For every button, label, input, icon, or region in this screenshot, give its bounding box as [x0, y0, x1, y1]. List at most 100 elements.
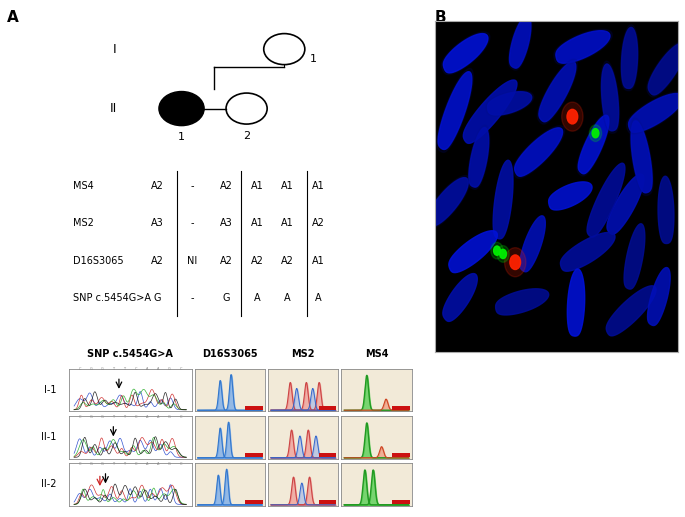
- Text: -: -: [190, 293, 194, 303]
- Polygon shape: [577, 113, 610, 176]
- Text: G: G: [90, 462, 92, 466]
- Polygon shape: [658, 176, 674, 244]
- Polygon shape: [607, 174, 644, 234]
- Polygon shape: [578, 115, 609, 174]
- Text: NI: NI: [187, 255, 197, 266]
- Text: 1: 1: [310, 54, 317, 64]
- Text: T: T: [123, 415, 125, 419]
- Text: A3: A3: [220, 218, 232, 229]
- Text: A: A: [146, 415, 148, 419]
- Polygon shape: [428, 178, 469, 225]
- Text: A: A: [157, 367, 160, 371]
- Polygon shape: [624, 224, 645, 289]
- Circle shape: [567, 110, 577, 124]
- Text: A1: A1: [282, 218, 294, 229]
- Text: MS4: MS4: [364, 349, 388, 359]
- Text: C: C: [79, 415, 81, 419]
- Text: 2: 2: [243, 131, 250, 141]
- Text: A3: A3: [151, 218, 164, 229]
- Polygon shape: [496, 289, 549, 315]
- Polygon shape: [514, 128, 562, 176]
- Text: A1: A1: [251, 181, 263, 191]
- Polygon shape: [436, 68, 473, 153]
- Text: A: A: [157, 462, 160, 466]
- Polygon shape: [647, 267, 670, 326]
- FancyBboxPatch shape: [319, 453, 336, 458]
- Circle shape: [505, 248, 526, 277]
- Polygon shape: [443, 273, 477, 322]
- Text: A1: A1: [312, 181, 325, 191]
- Circle shape: [494, 246, 500, 255]
- Text: A: A: [146, 367, 148, 371]
- Polygon shape: [510, 16, 531, 68]
- Text: MS2: MS2: [73, 218, 94, 229]
- Polygon shape: [508, 13, 532, 70]
- Polygon shape: [549, 182, 592, 210]
- Circle shape: [499, 249, 506, 258]
- Polygon shape: [513, 126, 564, 178]
- Polygon shape: [463, 80, 517, 143]
- Text: MS4: MS4: [73, 181, 94, 191]
- Text: A2: A2: [282, 255, 294, 266]
- Circle shape: [497, 246, 509, 262]
- Polygon shape: [554, 29, 612, 65]
- Circle shape: [589, 125, 601, 142]
- Circle shape: [491, 242, 503, 259]
- Circle shape: [159, 92, 204, 126]
- Circle shape: [592, 129, 599, 138]
- Text: -: -: [190, 218, 194, 229]
- FancyBboxPatch shape: [392, 453, 410, 458]
- Polygon shape: [601, 61, 619, 133]
- Text: A: A: [157, 415, 160, 419]
- FancyBboxPatch shape: [245, 405, 263, 410]
- Text: C: C: [79, 367, 81, 371]
- Polygon shape: [621, 27, 638, 88]
- Polygon shape: [648, 43, 685, 95]
- Polygon shape: [567, 269, 585, 336]
- Text: G: G: [168, 462, 171, 466]
- Text: -: -: [190, 181, 194, 191]
- Text: A2: A2: [312, 218, 325, 229]
- Text: D16S3065: D16S3065: [73, 255, 124, 266]
- Polygon shape: [560, 233, 615, 271]
- Text: MS2: MS2: [291, 349, 315, 359]
- FancyBboxPatch shape: [245, 453, 263, 458]
- Text: G: G: [101, 415, 103, 419]
- Text: SNP c.5454G>A: SNP c.5454G>A: [87, 349, 173, 359]
- Circle shape: [562, 102, 583, 131]
- FancyBboxPatch shape: [319, 500, 336, 505]
- Text: C: C: [179, 415, 182, 419]
- Text: I: I: [113, 42, 116, 56]
- Polygon shape: [621, 25, 638, 90]
- Text: C: C: [179, 367, 182, 371]
- FancyBboxPatch shape: [392, 500, 410, 505]
- Text: A2: A2: [220, 181, 232, 191]
- Text: G: G: [90, 415, 92, 419]
- Polygon shape: [427, 176, 470, 227]
- Polygon shape: [627, 92, 685, 134]
- Text: T: T: [123, 462, 125, 466]
- Text: G: G: [154, 293, 161, 303]
- Text: T: T: [123, 367, 125, 371]
- Polygon shape: [442, 32, 490, 74]
- Polygon shape: [606, 286, 656, 336]
- Text: II-2: II-2: [40, 479, 56, 490]
- Text: A: A: [146, 462, 148, 466]
- Text: C: C: [79, 462, 81, 466]
- Polygon shape: [449, 231, 497, 272]
- Text: D16S3065: D16S3065: [202, 349, 258, 359]
- Polygon shape: [438, 72, 472, 149]
- Polygon shape: [629, 94, 683, 132]
- Text: II-1: II-1: [41, 432, 56, 443]
- Polygon shape: [469, 128, 489, 187]
- FancyBboxPatch shape: [319, 405, 336, 410]
- Text: A2: A2: [151, 181, 164, 191]
- Text: A: A: [315, 293, 322, 303]
- Text: G: G: [223, 293, 229, 303]
- Text: C: C: [134, 367, 137, 371]
- Polygon shape: [601, 64, 619, 131]
- Text: G: G: [168, 415, 171, 419]
- Polygon shape: [630, 118, 653, 195]
- Polygon shape: [520, 216, 545, 272]
- Polygon shape: [468, 125, 490, 189]
